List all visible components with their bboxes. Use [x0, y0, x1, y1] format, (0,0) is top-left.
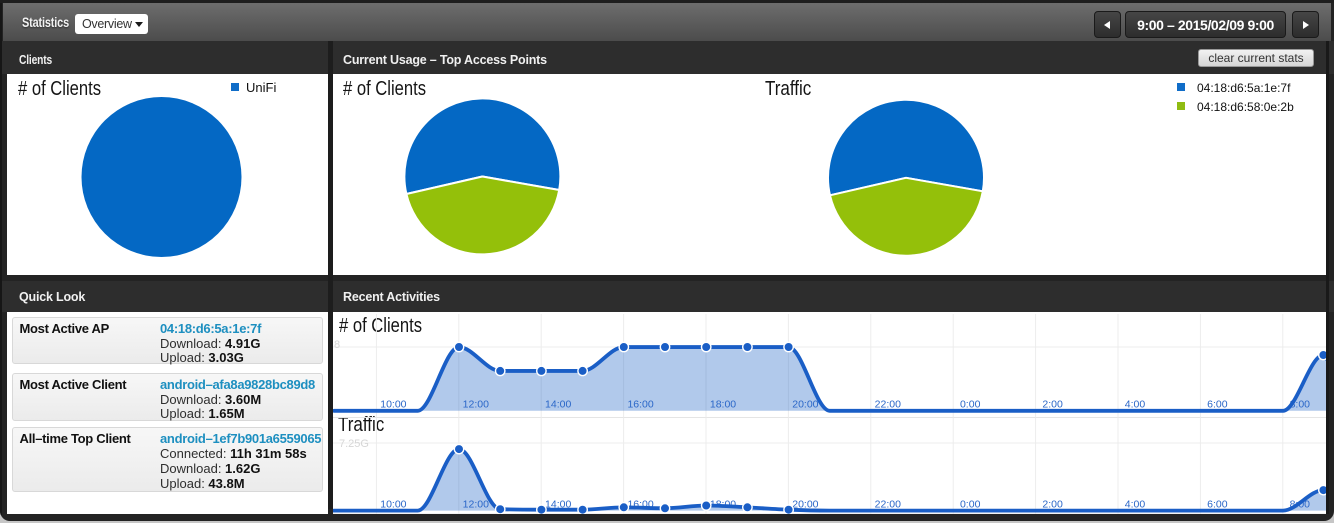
svg-text:6:00: 6:00 — [1207, 498, 1228, 510]
svg-text:14:00: 14:00 — [545, 498, 571, 510]
svg-text:20:00: 20:00 — [792, 399, 818, 411]
svg-text:4:00: 4:00 — [1125, 399, 1146, 411]
svg-text:4:00: 4:00 — [1125, 498, 1146, 510]
svg-text:14:00: 14:00 — [545, 399, 571, 411]
svg-text:7.25G: 7.25G — [339, 438, 369, 450]
svg-text:0:00: 0:00 — [960, 399, 981, 411]
svg-text:18:00: 18:00 — [710, 399, 736, 411]
svg-text:12:00: 12:00 — [463, 399, 489, 411]
svg-text:2:00: 2:00 — [1042, 399, 1063, 411]
svg-text:6:00: 6:00 — [1207, 399, 1228, 411]
svg-text:20:00: 20:00 — [792, 498, 818, 510]
svg-text:12:00: 12:00 — [463, 498, 489, 510]
svg-text:22:00: 22:00 — [875, 399, 901, 411]
svg-text:8: 8 — [334, 339, 340, 351]
svg-text:2:00: 2:00 — [1042, 498, 1063, 510]
svg-text:10:00: 10:00 — [380, 498, 406, 510]
svg-text:22:00: 22:00 — [875, 498, 901, 510]
svg-text:0:00: 0:00 — [960, 498, 981, 510]
svg-text:10:00: 10:00 — [380, 399, 406, 411]
svg-text:16:00: 16:00 — [627, 399, 653, 411]
